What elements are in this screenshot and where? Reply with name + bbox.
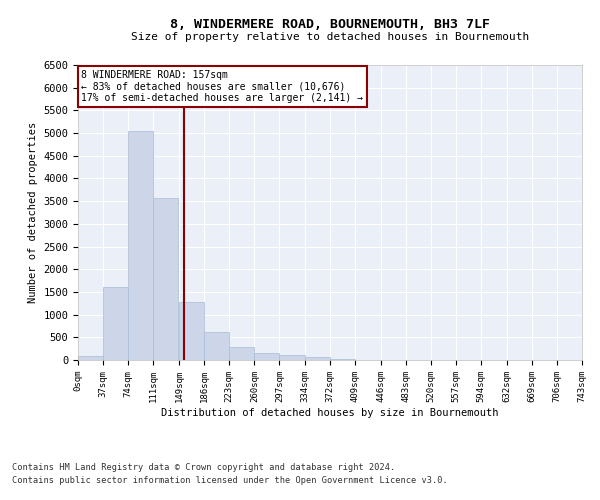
Y-axis label: Number of detached properties: Number of detached properties: [28, 122, 38, 303]
Bar: [331, 358, 355, 360]
Text: Contains public sector information licensed under the Open Government Licence v3: Contains public sector information licen…: [12, 476, 448, 485]
Bar: [305, 358, 329, 360]
Text: 8, WINDERMERE ROAD, BOURNEMOUTH, BH3 7LF: 8, WINDERMERE ROAD, BOURNEMOUTH, BH3 7LF: [170, 18, 490, 30]
Bar: [179, 302, 204, 360]
Bar: [204, 332, 229, 360]
Bar: [103, 288, 128, 360]
Text: Size of property relative to detached houses in Bournemouth: Size of property relative to detached ho…: [131, 32, 529, 42]
Text: Contains HM Land Registry data © Crown copyright and database right 2024.: Contains HM Land Registry data © Crown c…: [12, 464, 395, 472]
Bar: [78, 356, 103, 360]
Bar: [153, 198, 178, 360]
Bar: [280, 356, 305, 360]
Text: 8 WINDERMERE ROAD: 157sqm
← 83% of detached houses are smaller (10,676)
17% of s: 8 WINDERMERE ROAD: 157sqm ← 83% of detac…: [82, 70, 364, 102]
Bar: [128, 131, 153, 360]
Bar: [254, 353, 280, 360]
Bar: [229, 347, 254, 360]
X-axis label: Distribution of detached houses by size in Bournemouth: Distribution of detached houses by size …: [161, 408, 499, 418]
